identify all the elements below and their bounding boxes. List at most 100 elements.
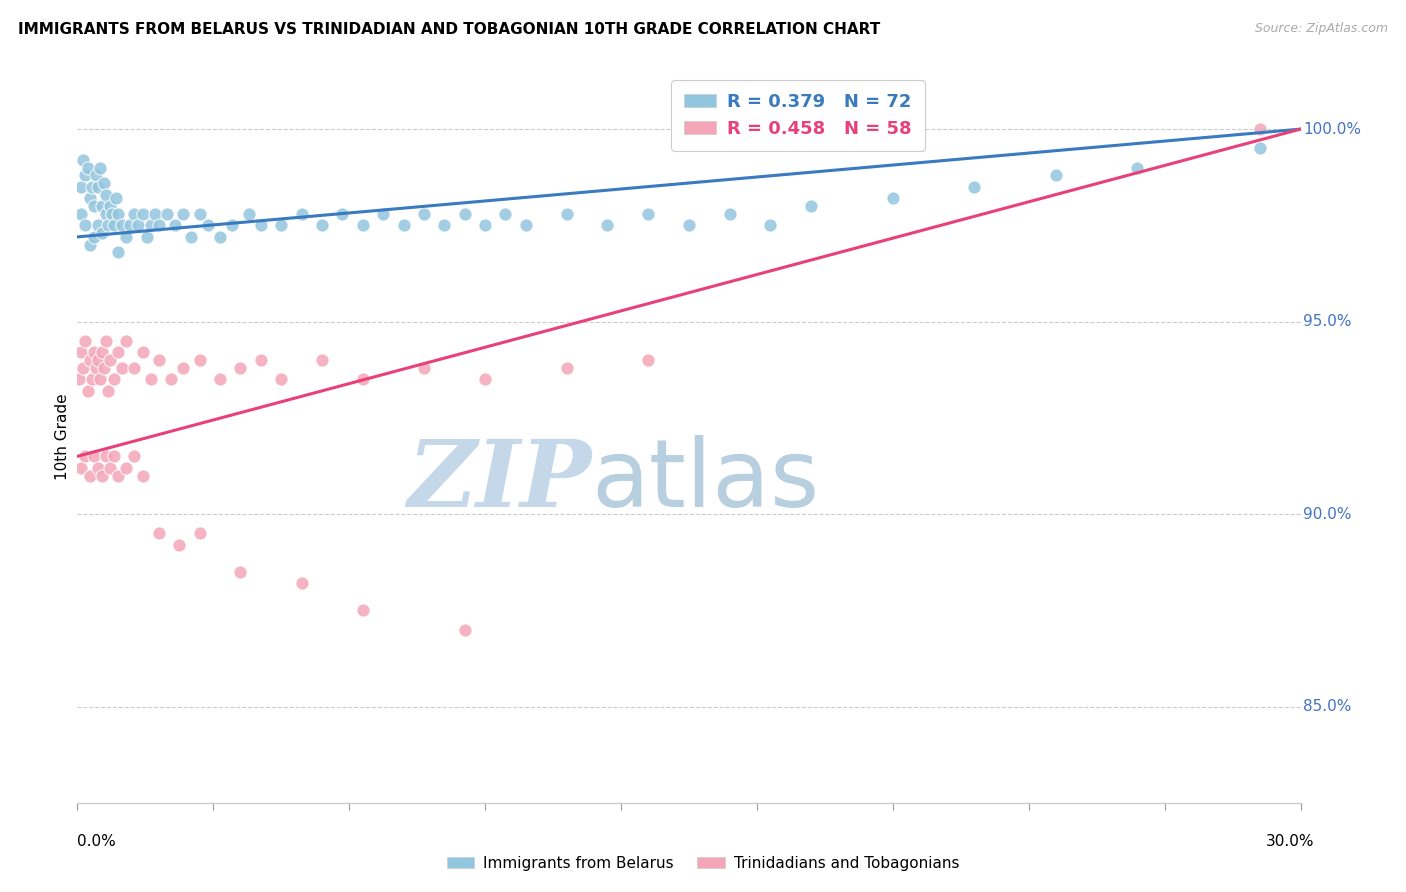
Point	[79, 237, 101, 252]
Point	[83, 230, 105, 244]
Y-axis label: 10th Grade: 10th Grade	[55, 393, 70, 481]
Point	[1045, 169, 1067, 183]
Point	[83, 199, 105, 213]
Point	[474, 372, 496, 386]
Point	[94, 334, 117, 348]
Point	[208, 230, 231, 244]
Point	[79, 468, 101, 483]
Point	[135, 230, 157, 244]
Point	[107, 207, 129, 221]
Point	[290, 576, 312, 591]
Point	[208, 372, 231, 386]
Text: 95.0%: 95.0%	[1303, 314, 1351, 329]
Point	[229, 360, 252, 375]
Point	[111, 219, 134, 233]
Point	[290, 207, 312, 221]
Point	[197, 219, 219, 233]
Point	[124, 207, 146, 221]
Point	[131, 207, 153, 221]
Point	[103, 450, 125, 464]
Point	[111, 360, 134, 375]
Point	[76, 161, 98, 175]
Point	[97, 219, 120, 233]
Point	[105, 191, 128, 205]
Point	[413, 360, 436, 375]
Point	[98, 461, 121, 475]
Point	[79, 353, 101, 368]
Point	[89, 372, 111, 386]
Point	[80, 372, 103, 386]
Point	[98, 199, 121, 213]
Point	[270, 372, 292, 386]
Point	[94, 187, 117, 202]
Point	[160, 372, 183, 386]
Point	[474, 219, 496, 233]
Text: 30.0%: 30.0%	[1267, 834, 1315, 849]
Point	[67, 372, 90, 386]
Point	[311, 219, 333, 233]
Point	[139, 372, 162, 386]
Point	[1249, 141, 1271, 155]
Point	[453, 207, 475, 221]
Point	[90, 226, 112, 240]
Point	[139, 219, 162, 233]
Point	[103, 372, 125, 386]
Point	[229, 565, 252, 579]
Text: ZIP: ZIP	[406, 436, 591, 526]
Point	[93, 360, 115, 375]
Point	[250, 219, 273, 233]
Point	[800, 199, 823, 213]
Point	[107, 245, 129, 260]
Point	[637, 353, 659, 368]
Point	[103, 219, 125, 233]
Point	[72, 360, 94, 375]
Point	[188, 207, 211, 221]
Point	[115, 461, 138, 475]
Point	[453, 623, 475, 637]
Point	[75, 450, 97, 464]
Point	[238, 207, 260, 221]
Legend: Immigrants from Belarus, Trinidadians and Tobagonians: Immigrants from Belarus, Trinidadians an…	[440, 850, 966, 877]
Point	[72, 153, 94, 167]
Point	[87, 461, 110, 475]
Point	[75, 169, 97, 183]
Text: 0.0%: 0.0%	[77, 834, 117, 849]
Point	[101, 207, 124, 221]
Text: IMMIGRANTS FROM BELARUS VS TRINIDADIAN AND TOBAGONIAN 10TH GRADE CORRELATION CHA: IMMIGRANTS FROM BELARUS VS TRINIDADIAN A…	[18, 22, 880, 37]
Point	[143, 207, 166, 221]
Point	[89, 161, 111, 175]
Point	[637, 207, 659, 221]
Point	[75, 334, 97, 348]
Point	[678, 219, 700, 233]
Point	[555, 207, 578, 221]
Point	[70, 179, 93, 194]
Point	[75, 219, 97, 233]
Point	[93, 176, 115, 190]
Point	[250, 353, 273, 368]
Point	[221, 219, 243, 233]
Point	[172, 207, 194, 221]
Point	[392, 219, 415, 233]
Point	[555, 360, 578, 375]
Point	[80, 179, 103, 194]
Text: atlas: atlas	[591, 435, 820, 527]
Point	[79, 191, 101, 205]
Text: Source: ZipAtlas.com: Source: ZipAtlas.com	[1254, 22, 1388, 36]
Point	[115, 230, 138, 244]
Point	[87, 179, 110, 194]
Point	[332, 207, 354, 221]
Point	[371, 207, 394, 221]
Point	[131, 468, 153, 483]
Point	[188, 526, 211, 541]
Point	[76, 384, 98, 398]
Point	[87, 353, 110, 368]
Text: 90.0%: 90.0%	[1303, 507, 1351, 522]
Point	[90, 345, 112, 359]
Point	[352, 603, 374, 617]
Point	[90, 199, 112, 213]
Point	[90, 468, 112, 483]
Point	[413, 207, 436, 221]
Point	[84, 360, 107, 375]
Point	[97, 384, 120, 398]
Point	[107, 468, 129, 483]
